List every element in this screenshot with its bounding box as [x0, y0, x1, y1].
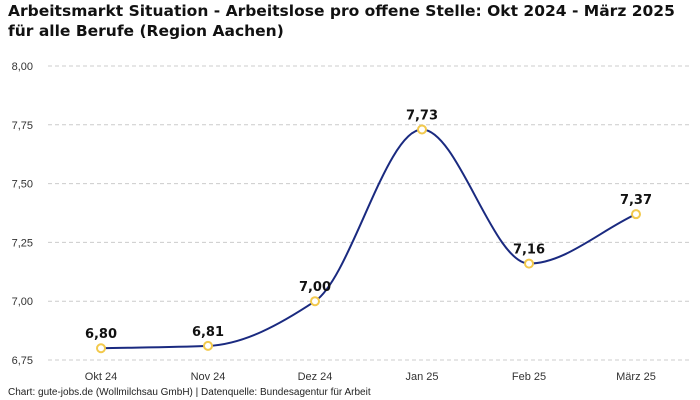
x-tick-label: Jan 25 — [405, 371, 438, 383]
gridlines — [48, 65, 692, 361]
x-tick-label: Dez 24 — [298, 371, 333, 383]
x-tick-label: März 25 — [616, 371, 656, 383]
data-label: 7,00 — [299, 280, 331, 295]
data-label: 6,81 — [192, 325, 224, 340]
y-axis-ticks: 6,75 7,00 7,25 7,50 7,75 8,00 — [12, 61, 33, 367]
data-point — [203, 340, 213, 351]
y-tick-label: 8,00 — [12, 61, 33, 73]
x-tick-label: Okt 24 — [85, 371, 117, 383]
data-label: 6,80 — [85, 327, 117, 342]
chart-title: Arbeitsmarkt Situation - Arbeitslose pro… — [8, 2, 675, 40]
y-tick-label: 7,25 — [12, 237, 33, 249]
source-note: Chart: gute-jobs.de (Wollmilchsau GmbH) … — [8, 387, 371, 398]
x-tick-label: Feb 25 — [512, 371, 546, 383]
data-label: 7,37 — [620, 193, 652, 208]
series-line — [100, 128, 637, 350]
y-tick-label: 6,75 — [12, 355, 33, 367]
y-tick-label: 7,75 — [12, 120, 33, 132]
data-point — [96, 343, 106, 354]
data-point — [524, 258, 534, 269]
y-tick-label: 7,00 — [12, 296, 33, 308]
data-point — [631, 209, 641, 220]
x-tick-label: Nov 24 — [191, 371, 226, 383]
data-label: 7,16 — [513, 243, 545, 258]
x-axis-ticks: Okt 24 Nov 24 Dez 24 Jan 25 Feb 25 März 25 — [85, 371, 656, 383]
data-point — [417, 124, 427, 135]
data-point — [310, 296, 320, 307]
data-label: 7,73 — [406, 109, 438, 124]
data-labels: 6,80 6,81 7,00 7,73 7,16 7,37 — [85, 109, 652, 343]
data-points — [96, 124, 641, 354]
y-tick-label: 7,50 — [12, 179, 33, 191]
